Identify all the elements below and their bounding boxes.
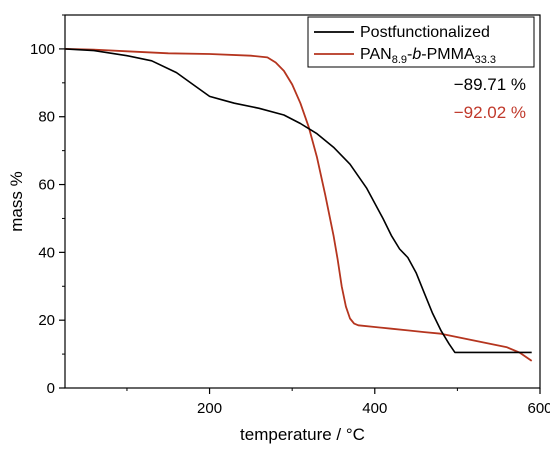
legend-label-pan-b-pmma: PAN8.9-b-PMMA33.3 [360,46,496,66]
x-tick-label: 400 [362,400,387,417]
x-tick-label: 600 [527,400,550,417]
legend-label-part: PAN [360,46,392,63]
x-axis-title: temperature / °C [240,425,365,444]
x-tick-label: 200 [197,400,222,417]
legend-label-part: -PMMA [421,46,475,63]
mass-loss-annotation-postfunctionalized: −89.71 % [454,75,526,94]
y-tick-label: 20 [38,312,55,329]
y-axis-title: mass % [7,171,26,231]
y-tick-label: 100 [30,41,55,58]
legend-label-part: b [412,46,421,63]
y-tick-label: 40 [38,244,55,261]
legend-box [307,16,535,68]
legend-label-part: - [407,46,412,63]
mass-loss-annotation-pan-b-pmma: −92.02 % [454,103,526,122]
series-pan-b-pmma-line [64,48,533,362]
plot-area-frame [64,14,541,389]
series-postfunctionalized-line [64,48,532,354]
y-tick-label: 0 [47,380,55,397]
legend-label-part: 33.3 [475,54,496,66]
legend-label-postfunctionalized: Postfunctionalized [360,24,490,41]
y-tick-label: 60 [38,177,55,194]
legend-label-part: 8.9 [392,54,407,66]
y-tick-label: 80 [38,109,55,126]
